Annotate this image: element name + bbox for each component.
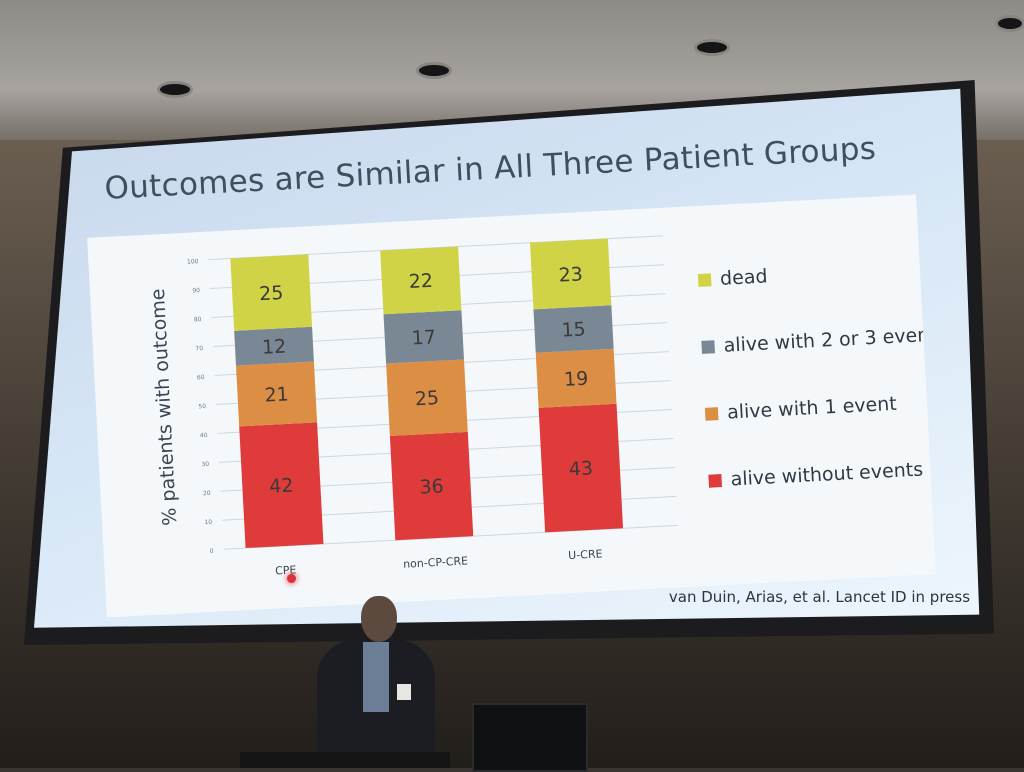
y-axis-label: % patients with outcome <box>147 288 181 526</box>
legend-label: alive with 1 event <box>727 393 898 424</box>
y-tick-label: 100 <box>187 258 199 266</box>
data-label: 21 <box>264 383 289 406</box>
speaker-head <box>361 596 397 642</box>
bar-segment <box>535 348 617 408</box>
podium <box>240 752 450 768</box>
legend-swatch <box>708 474 723 488</box>
bar-segment <box>380 246 462 315</box>
speaker <box>305 590 445 768</box>
data-label: 22 <box>408 270 433 293</box>
legend-label: alive without events <box>730 458 924 490</box>
legend-label: alive with 2 or 3 events <box>723 323 936 357</box>
bar-segment <box>383 310 464 364</box>
laser-pointer-dot <box>287 574 296 583</box>
data-label: 36 <box>419 475 444 498</box>
y-tick-label: 50 <box>198 403 206 410</box>
stacked-bar-chart: 42 21 12 25 36 25 17 22 43 19 15 23 0 10 20 30 40 50 60 70… <box>147 235 947 578</box>
ceiling-light <box>998 18 1022 29</box>
y-tick-label: 0 <box>210 548 214 555</box>
citation: van Duin, Arias, et al. Lancet ID in pre… <box>668 588 971 607</box>
data-label: 19 <box>564 368 589 391</box>
data-label: 23 <box>558 263 583 286</box>
legend-swatch <box>697 273 712 287</box>
speaker-name-badge <box>397 684 411 700</box>
plot-panel: 42 21 12 25 36 25 17 22 43 19 15 23 0 10 20 30 40 50 60 70… <box>87 194 947 618</box>
data-label: 15 <box>561 318 586 341</box>
data-label: 25 <box>414 387 439 410</box>
ceiling-light <box>160 84 190 95</box>
data-label: 43 <box>568 457 593 480</box>
bar-segment <box>234 326 314 366</box>
x-category-label: non-CP-CRE <box>403 554 469 570</box>
x-category-label: CPE <box>275 563 297 577</box>
speaker-shirt <box>363 642 389 712</box>
bar-segment <box>389 431 474 541</box>
legend-label: dead <box>720 265 769 289</box>
x-category-label: U-CRE <box>568 547 603 562</box>
bar-segment <box>529 238 612 310</box>
y-tick-label: 80 <box>194 316 202 323</box>
projected-slide: Outcomes are Similar in All Three Patien… <box>34 88 980 628</box>
bars: 42 21 12 25 36 25 17 22 43 19 15 23 <box>230 238 624 549</box>
y-tick-label: 30 <box>201 461 209 468</box>
y-tick-label: 10 <box>204 519 212 526</box>
laptop-monitor <box>472 703 588 772</box>
legend-swatch <box>701 340 716 354</box>
bar-segment <box>533 305 614 353</box>
data-label: 17 <box>411 326 436 349</box>
bar-segment <box>538 403 624 533</box>
y-tick-label: 40 <box>200 432 208 439</box>
y-tick-label: 90 <box>192 287 200 294</box>
bar-segment <box>230 254 313 331</box>
legend-swatch <box>704 407 719 421</box>
data-label: 12 <box>261 336 286 359</box>
bar-segment <box>386 359 468 436</box>
data-label: 42 <box>269 475 294 498</box>
y-tick-label: 20 <box>203 490 211 497</box>
ceiling-light <box>697 42 727 53</box>
y-tick-label: 60 <box>197 374 205 381</box>
data-label: 25 <box>259 282 284 305</box>
y-ticks: 0 10 20 30 40 50 60 70 80 90 100 <box>187 258 214 555</box>
bar-segment <box>239 422 324 549</box>
bar-segment <box>235 361 318 427</box>
slide-content: Outcomes are Similar in All Three Patien… <box>34 89 979 628</box>
x-categories: CPE non-CP-CRE U-CRE <box>275 547 603 577</box>
legend: dead alive with 2 or 3 events alive with 1… <box>697 265 947 491</box>
y-tick-label: 70 <box>195 345 203 352</box>
ceiling-light <box>419 65 449 76</box>
